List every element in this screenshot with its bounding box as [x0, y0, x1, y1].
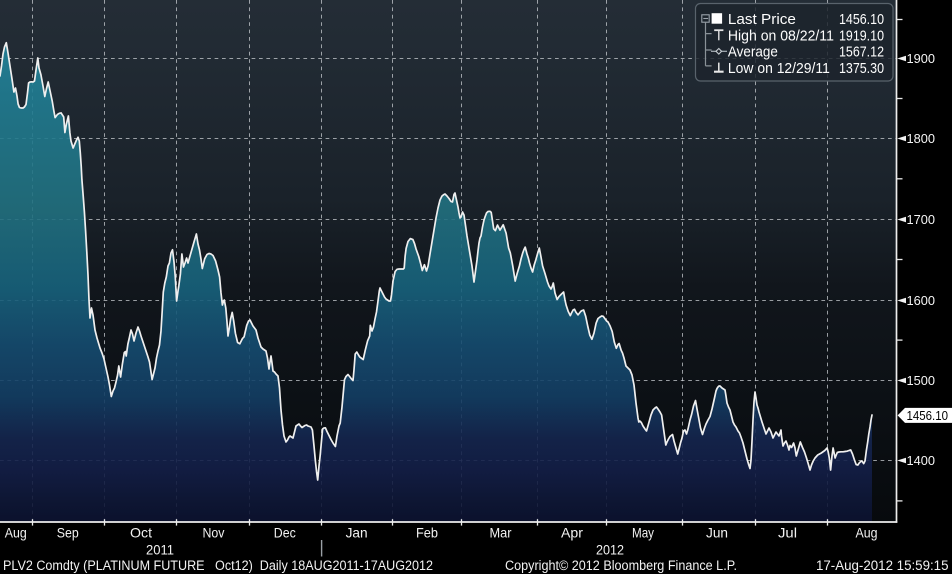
svg-text:2012: 2012 — [596, 541, 624, 557]
svg-text:1456.10: 1456.10 — [839, 12, 884, 28]
svg-text:PLV2 Comdty (PLATINUM FUTURE: PLV2 Comdty (PLATINUM FUTURE Oct12) Dail… — [3, 558, 433, 573]
svg-text:Aug: Aug — [5, 525, 27, 541]
svg-text:1600: 1600 — [907, 293, 936, 308]
svg-text:1456.10: 1456.10 — [907, 408, 949, 423]
svg-text:Apr: Apr — [561, 525, 583, 541]
svg-text:1567.12: 1567.12 — [839, 45, 884, 61]
svg-text:Jun: Jun — [706, 525, 728, 541]
svg-text:Aug: Aug — [856, 525, 878, 541]
svg-text:Oct: Oct — [130, 525, 152, 541]
svg-text:1919.10: 1919.10 — [839, 28, 884, 44]
svg-text:17-Aug-2012 15:59:15: 17-Aug-2012 15:59:15 — [816, 558, 949, 573]
svg-text:2011: 2011 — [146, 541, 174, 557]
svg-text:High on 08/22/11: High on 08/22/11 — [728, 28, 834, 44]
svg-text:Jul: Jul — [778, 525, 797, 541]
svg-text:Nov: Nov — [203, 525, 225, 541]
svg-text:Last Price: Last Price — [728, 12, 796, 28]
svg-text:Copyright© 2012 Bloomberg Fina: Copyright© 2012 Bloomberg Finance L.P. — [505, 558, 737, 573]
svg-text:1400: 1400 — [907, 453, 936, 468]
svg-text:Average: Average — [728, 45, 778, 61]
svg-text:Mar: Mar — [490, 525, 512, 541]
svg-text:May: May — [632, 525, 654, 541]
svg-text:1700: 1700 — [907, 212, 936, 227]
svg-text:1900: 1900 — [907, 51, 936, 66]
svg-text:Low on 12/29/11: Low on 12/29/11 — [728, 61, 830, 77]
svg-text:1800: 1800 — [907, 131, 936, 146]
svg-text:Feb: Feb — [416, 525, 438, 541]
svg-text:Sep: Sep — [57, 525, 79, 541]
svg-text:1500: 1500 — [907, 373, 936, 388]
svg-text:1375.30: 1375.30 — [839, 61, 884, 77]
svg-text:Dec: Dec — [274, 525, 296, 541]
svg-text:Jan: Jan — [346, 525, 368, 541]
